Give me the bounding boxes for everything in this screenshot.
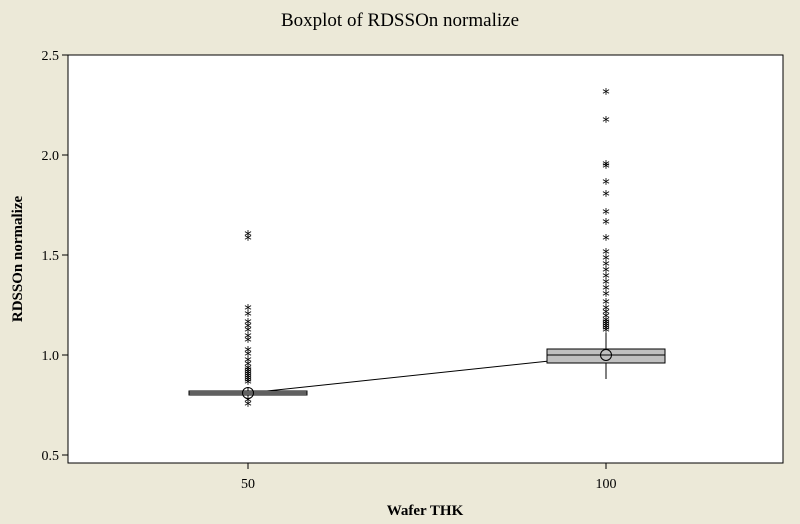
- outlier-point: *: [602, 231, 610, 249]
- outlier-point: *: [602, 187, 610, 205]
- outlier-point: *: [244, 343, 252, 361]
- outlier-point: *: [244, 375, 252, 393]
- outlier-point: *: [602, 113, 610, 131]
- outlier-point: *: [244, 357, 252, 375]
- outlier-point: *: [602, 323, 610, 341]
- x-axis-title: Wafer THK: [387, 503, 464, 519]
- chart-title: Boxplot of RDSSOn normalize: [281, 10, 519, 31]
- outlier-point: *: [602, 257, 610, 275]
- outlier-point: *: [602, 313, 610, 331]
- outlier-point: *: [602, 263, 610, 281]
- outlier-point: *: [602, 319, 610, 337]
- outlier-point: *: [244, 347, 252, 365]
- outlier-point: *: [244, 315, 252, 333]
- outlier-point: *: [244, 393, 252, 411]
- x-tick-label: 50: [241, 477, 255, 492]
- outlier-point: *: [244, 323, 252, 341]
- outlier-point: *: [244, 227, 252, 245]
- outlier-point: *: [602, 157, 610, 175]
- outlier-point: *: [602, 159, 610, 177]
- y-tick-label: 1.5: [42, 249, 60, 264]
- box-group: ****************************************…: [188, 85, 666, 415]
- outlier-point: *: [244, 319, 252, 337]
- mean-marker: [242, 387, 254, 399]
- outlier-point: *: [602, 315, 610, 333]
- box-100: ***************************: [546, 85, 666, 379]
- y-tick-label: 0.5: [42, 449, 60, 464]
- y-tick-label: 2.0: [42, 149, 60, 164]
- box-50: ***********************: [188, 227, 308, 415]
- y-tick-label: 2.5: [42, 49, 60, 64]
- x-tick-label: 100: [596, 477, 617, 492]
- y-axis-title: RDSSOn normalize: [10, 196, 26, 323]
- outlier-point: *: [244, 373, 252, 391]
- outlier-point: *: [602, 175, 610, 193]
- outlier-point: *: [602, 309, 610, 327]
- outlier-point: *: [602, 281, 610, 299]
- outlier-point: *: [244, 353, 252, 371]
- mean-marker: [600, 349, 612, 361]
- outlier-point: *: [602, 275, 610, 293]
- outlier-point: *: [244, 333, 252, 351]
- outlier-point: *: [244, 367, 252, 385]
- outlier-point: *: [244, 329, 252, 347]
- mean-line: [247, 354, 607, 394]
- outlier-point: *: [244, 397, 252, 415]
- outlier-point: *: [244, 361, 252, 379]
- x-axis: 50 100: [241, 463, 617, 492]
- mean-connect-line: [247, 354, 607, 394]
- outlier-point: *: [244, 365, 252, 383]
- outlier-point: *: [602, 215, 610, 233]
- plot-area: [67, 54, 784, 464]
- outlier-point: *: [602, 85, 610, 103]
- outlier-point: *: [244, 231, 252, 249]
- outlier-point: *: [602, 301, 610, 319]
- outlier-point: *: [602, 305, 610, 323]
- outlier-point: *: [602, 321, 610, 339]
- outlier-point: *: [244, 307, 252, 325]
- outlier-point: *: [244, 369, 252, 387]
- outlier-point: *: [244, 371, 252, 389]
- y-axis: 0.5 1.0 1.5 2.0 2.5: [42, 49, 68, 464]
- outlier-point: *: [602, 287, 610, 305]
- y-tick-label: 1.0: [42, 349, 60, 364]
- outlier-point: *: [602, 245, 610, 263]
- outlier-point: *: [602, 205, 610, 223]
- outlier-point: *: [244, 301, 252, 319]
- outlier-point: *: [244, 363, 252, 381]
- outlier-point: *: [602, 295, 610, 313]
- outlier-point: *: [602, 317, 610, 335]
- outlier-point: *: [602, 269, 610, 287]
- outlier-point: *: [602, 251, 610, 269]
